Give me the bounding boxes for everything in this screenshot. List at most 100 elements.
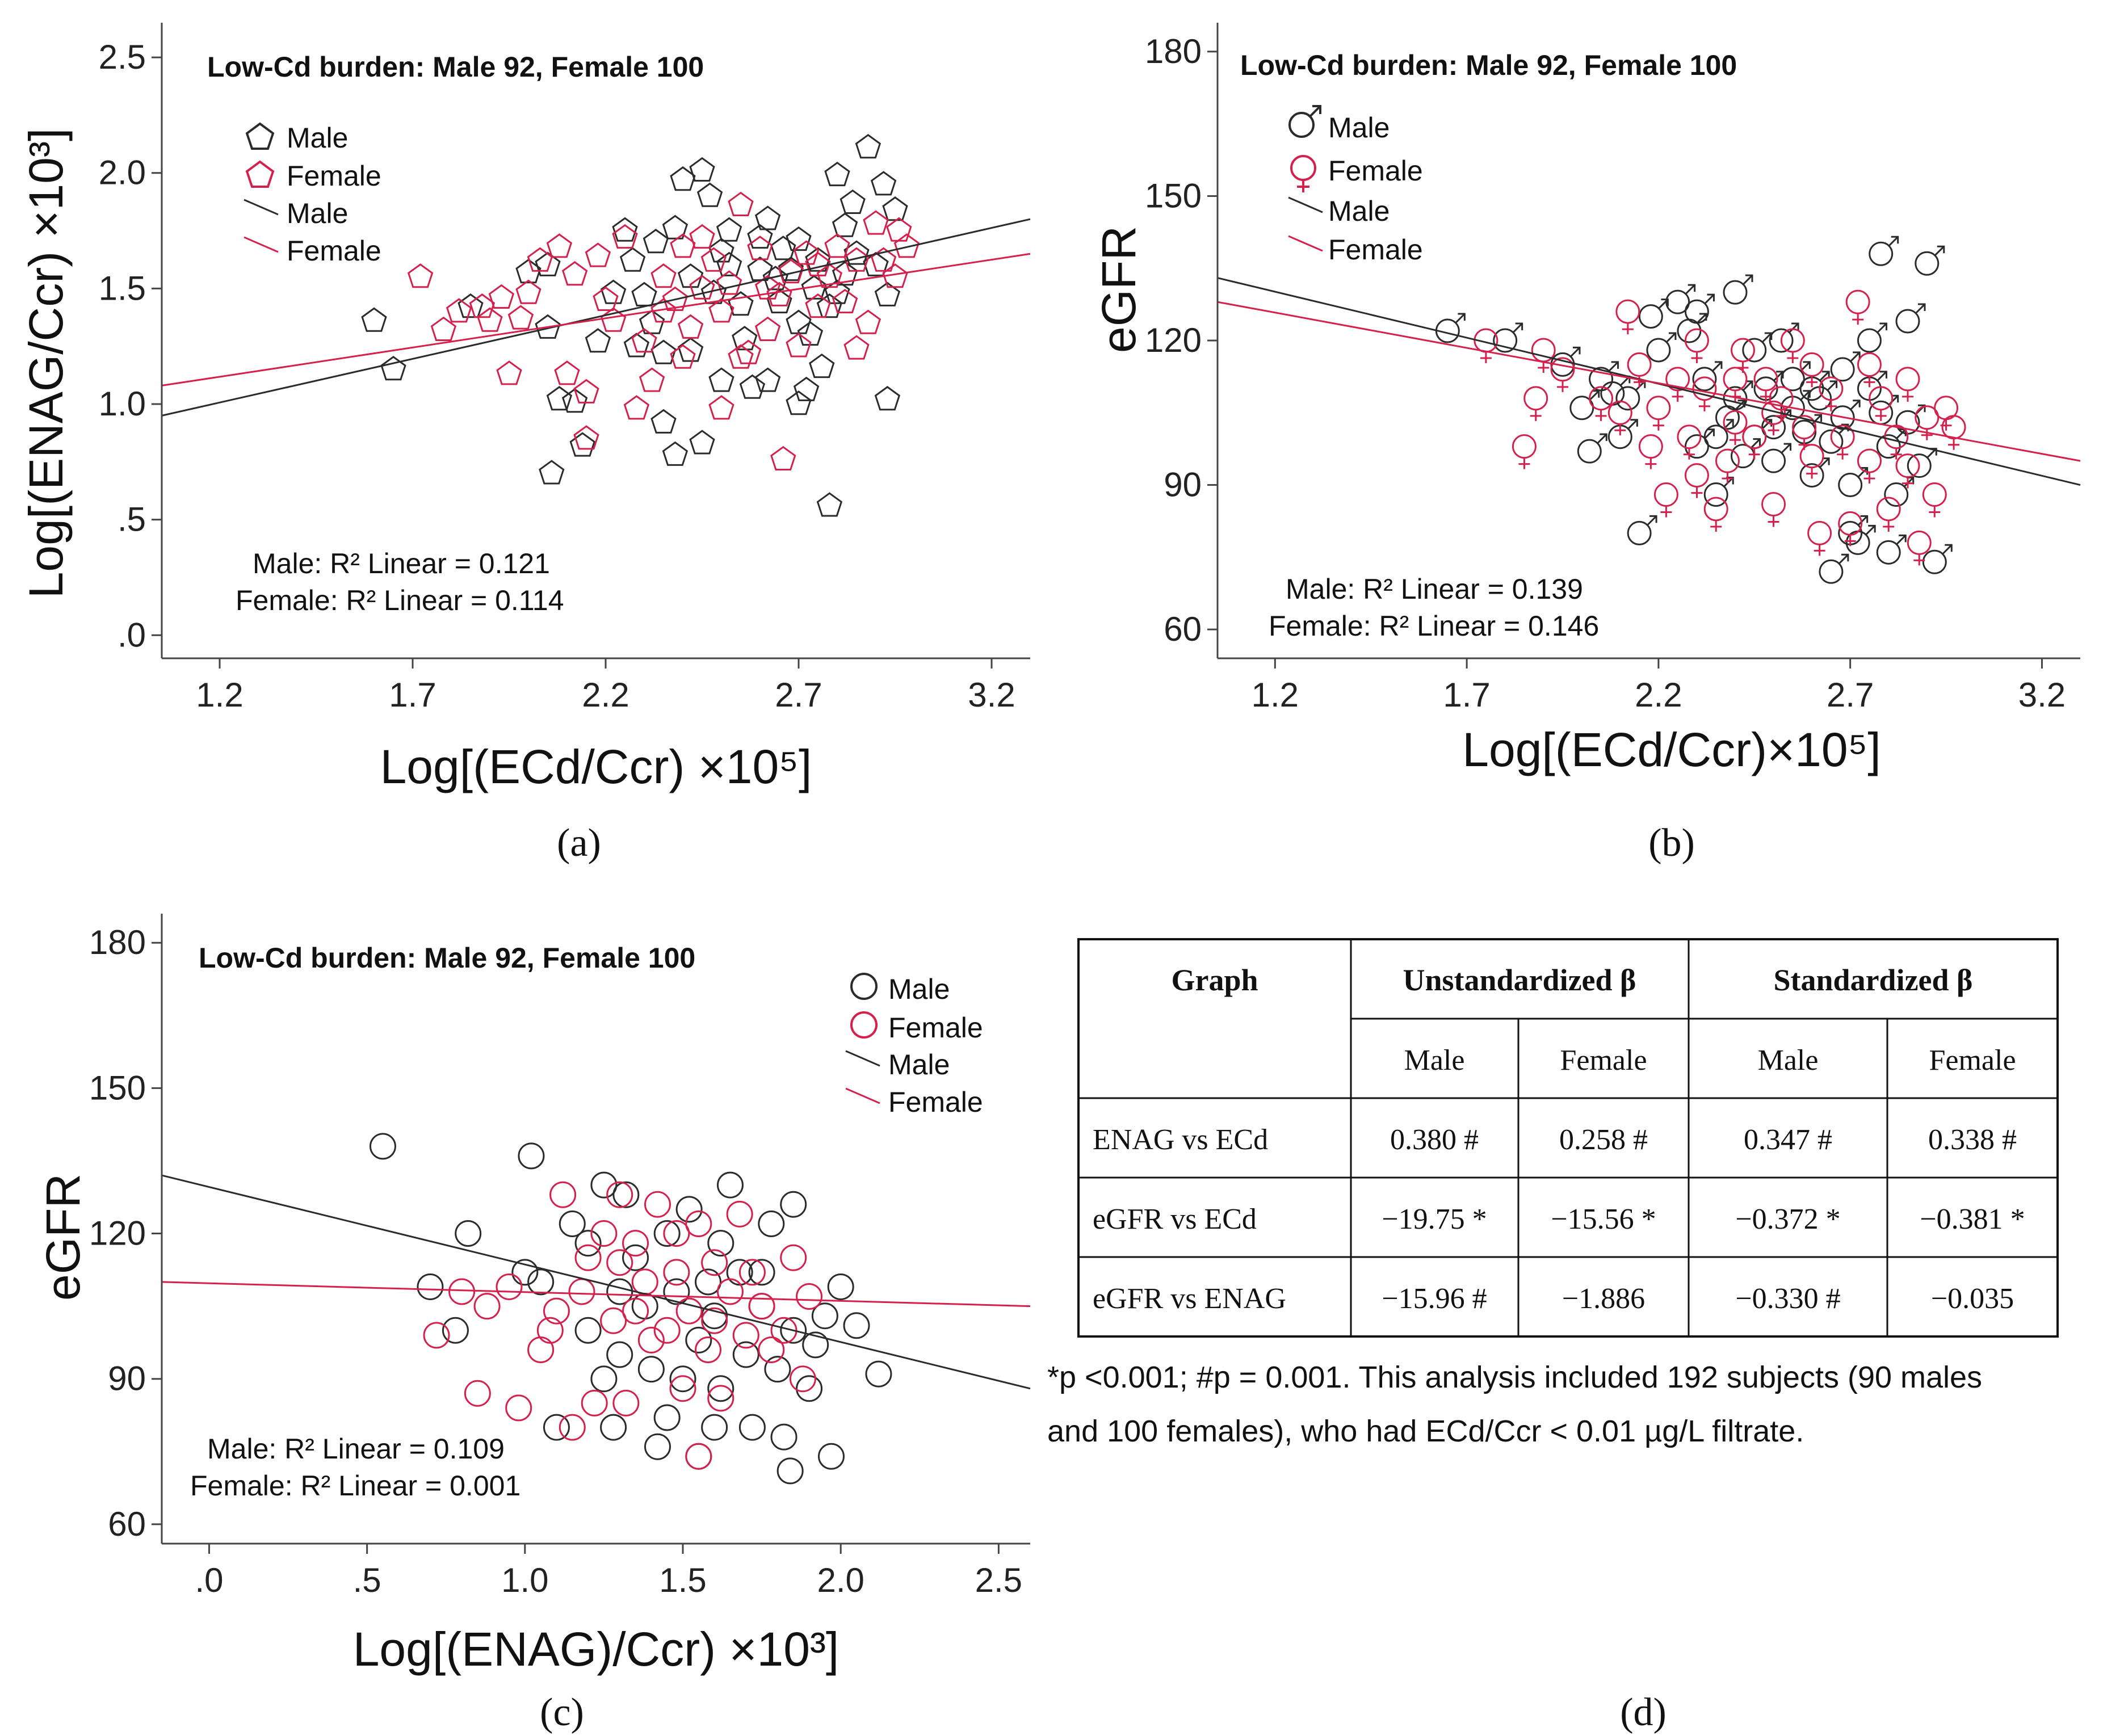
female-data-point	[554, 360, 580, 385]
x-tick-label: 2.7	[775, 676, 822, 714]
table-cell: −15.96 #	[1382, 1283, 1487, 1315]
male-data-point	[639, 309, 665, 334]
female-data-point	[1677, 424, 1702, 460]
table-cell: −0.035	[1931, 1283, 2014, 1315]
y-tick-label: 150	[1145, 176, 1202, 215]
panel-a-title: Low-Cd burden: Male 92, Female 100	[207, 51, 704, 83]
x-tick-label: 2.2	[1635, 676, 1682, 714]
table-row-label: eGFR vs ECd	[1093, 1203, 1257, 1235]
male-data-point	[786, 390, 812, 415]
female-data-point	[701, 1249, 728, 1276]
female-data-point	[581, 1389, 608, 1416]
female-data-point	[1627, 352, 1652, 388]
male-data-point	[827, 1273, 854, 1300]
female-data-point	[1895, 367, 1920, 402]
table-header-standardized: Standardized β	[1774, 963, 1973, 997]
female-data-point	[748, 1293, 775, 1320]
male-data-point	[805, 247, 831, 272]
female-data-point	[407, 263, 434, 288]
table-cell: −0.381 *	[1920, 1203, 2025, 1235]
female-data-point	[1665, 367, 1690, 402]
male-data-point	[675, 1196, 703, 1223]
female-data-point	[1922, 482, 1947, 518]
male-data-point	[1550, 346, 1581, 377]
male-data-point	[1742, 332, 1773, 363]
male-data-point	[843, 1312, 870, 1339]
female-data-point	[728, 191, 754, 216]
male-data-point	[1830, 351, 1861, 382]
male-data-point	[1780, 361, 1811, 392]
legend-male-label: Male	[1328, 112, 1390, 144]
male-data-point	[561, 388, 588, 413]
male-data-point	[776, 1457, 804, 1485]
female-data-point	[515, 279, 542, 304]
table-subheader-female: Female	[1929, 1044, 2016, 1077]
panel-d-label: (d)	[1620, 1691, 1667, 1734]
male-data-point	[816, 293, 843, 318]
table-row-label: ENAG vs ECd	[1093, 1124, 1268, 1156]
male-data-point	[511, 1259, 539, 1286]
male-data-point	[612, 217, 638, 242]
male-data-point	[1646, 332, 1677, 363]
female-data-point	[1761, 400, 1786, 436]
female-data-point	[735, 339, 762, 364]
female-data-point	[716, 1278, 744, 1305]
legend-female-line	[1288, 235, 1323, 252]
female-data-point	[689, 224, 715, 249]
female-data-point	[488, 284, 515, 309]
female-data-point	[738, 1259, 766, 1286]
male-data-point	[518, 1142, 545, 1170]
table-cell: 0.347 #	[1744, 1124, 1832, 1156]
female-data-point	[747, 236, 773, 260]
male-data-point	[380, 356, 406, 381]
male-data-point	[455, 1220, 482, 1247]
female-data-point	[716, 270, 742, 295]
male-data-point	[1799, 457, 1830, 488]
table-cell: −1.886	[1562, 1283, 1645, 1315]
table-cell: −19.75 *	[1382, 1203, 1487, 1235]
female-data-point	[549, 1181, 577, 1208]
female-data-point	[1819, 376, 1844, 411]
plot-c-marks: .0 .5 1.0 1.5 2.0 2.5 60 90 120 150 180	[89, 923, 1031, 1599]
female-data-point	[622, 1230, 649, 1257]
legend-female-marker	[850, 1011, 878, 1039]
male-data-point	[1857, 322, 1887, 353]
male-data-point	[1819, 553, 1849, 584]
male-data-point	[796, 1375, 823, 1402]
legend-female-fit-label: Female	[1328, 234, 1423, 266]
male-data-point	[701, 1302, 728, 1330]
female-data-point	[732, 1322, 759, 1349]
legend-female-marker	[245, 160, 275, 188]
table-header-graph: Graph	[1171, 963, 1258, 997]
table-subheader-male: Male	[1404, 1044, 1465, 1077]
male-data-point	[546, 386, 573, 411]
x-tick-label: 1.7	[1443, 676, 1490, 714]
male-data-point	[716, 217, 742, 242]
male-data-point	[1600, 375, 1631, 406]
panel-c-r2-male: Male: R² Linear = 0.109	[207, 1433, 505, 1465]
female-data-point	[1761, 491, 1786, 527]
male-data-point	[716, 251, 742, 276]
female-data-point	[496, 360, 522, 385]
table-cell: 0.380 #	[1390, 1124, 1479, 1156]
female-data-point	[1512, 434, 1537, 469]
female-data-point	[585, 242, 611, 267]
female-data-point	[1907, 530, 1932, 566]
male-data-point	[732, 1341, 759, 1368]
female-data-point	[631, 328, 657, 353]
panel-a-x-label: Log[(ECd/Ccr) ×10⁵]	[380, 740, 812, 793]
male-data-point	[874, 281, 901, 306]
male-data-point	[623, 333, 650, 358]
x-tick-label: 1.5	[659, 1561, 706, 1599]
female-data-point	[778, 259, 804, 284]
male-data-point	[865, 1360, 892, 1388]
male-data-point	[653, 1220, 681, 1247]
male-data-point	[696, 182, 723, 207]
female-data-point	[893, 233, 920, 258]
male-data-point	[622, 1244, 649, 1271]
panel-c-r2-female: Female: R² Linear = 0.001	[190, 1470, 520, 1502]
panel-c-title: Low-Cd burden: Male 92, Female 100	[199, 942, 695, 974]
table-cell: 0.258 #	[1559, 1124, 1648, 1156]
legend-male-fit-label: Male	[888, 1049, 950, 1081]
male-data-point	[732, 326, 758, 351]
